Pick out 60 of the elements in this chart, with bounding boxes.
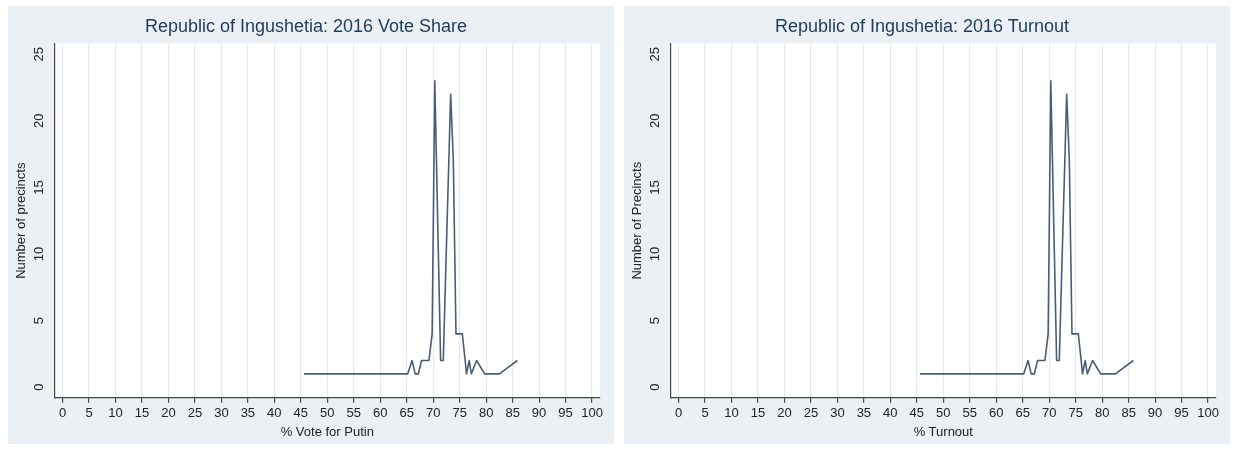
- x-tick-label: 45: [293, 405, 309, 421]
- x-tick-label: 90: [1147, 405, 1163, 421]
- x-tick-label: 50: [320, 405, 335, 421]
- x-tick-label: 10: [724, 405, 739, 421]
- x-tick-label: 20: [777, 405, 792, 421]
- chart-title: Republic of Ingushetia: 2016 Vote Share: [144, 15, 468, 36]
- x-tick-label: 95: [558, 405, 573, 421]
- y-axis-title: Number of Precincts: [629, 161, 645, 280]
- x-tick-label: 40: [883, 405, 898, 421]
- x-tick-label: 35: [240, 405, 256, 421]
- y-tick-label: 25: [647, 47, 663, 62]
- x-axis-title: % Vote for Putin: [280, 423, 374, 439]
- y-tick-label: 0: [647, 383, 663, 391]
- x-tick-label: 80: [478, 405, 494, 421]
- y-tick-label: 20: [647, 113, 663, 129]
- x-tick-label: 100: [581, 405, 603, 421]
- x-tick-label: 90: [531, 405, 547, 421]
- x-tick-label: 65: [1015, 405, 1030, 421]
- x-tick-label: 30: [830, 405, 845, 421]
- x-tick-label: 75: [452, 405, 467, 421]
- y-tick-label: 25: [31, 47, 47, 62]
- y-tick-label: 10: [647, 246, 663, 262]
- x-tick-label: 95: [1174, 405, 1189, 421]
- x-tick-label: 65: [399, 405, 414, 421]
- y-tick-label: 5: [647, 316, 663, 325]
- x-tick-label: 55: [962, 405, 978, 421]
- x-tick-label: 30: [214, 405, 229, 421]
- x-tick-label: 0: [674, 405, 683, 421]
- y-tick-label: 0: [31, 383, 47, 391]
- x-tick-label: 20: [161, 405, 176, 421]
- x-tick-label: 35: [856, 405, 872, 421]
- x-tick-label: 5: [701, 405, 709, 421]
- x-tick-label: 40: [267, 405, 282, 421]
- x-tick-label: 85: [1121, 405, 1136, 421]
- x-tick-label: 10: [108, 405, 123, 421]
- x-tick-label: 50: [936, 405, 951, 421]
- x-tick-label: 25: [187, 405, 203, 421]
- x-tick-label: 25: [803, 405, 819, 421]
- x-axis-title: % Turnout: [913, 423, 974, 439]
- y-tick-label: 10: [31, 246, 47, 262]
- y-tick-label: 5: [31, 316, 47, 325]
- x-tick-label: 100: [1197, 405, 1219, 421]
- x-tick-label: 85: [505, 405, 520, 421]
- x-tick-label: 15: [750, 405, 766, 421]
- y-tick-label: 20: [31, 113, 47, 129]
- x-tick-label: 45: [909, 405, 925, 421]
- x-tick-label: 60: [989, 405, 1004, 421]
- x-tick-label: 5: [85, 405, 93, 421]
- x-tick-label: 60: [373, 405, 388, 421]
- y-axis-title: Number of precincts: [13, 162, 29, 279]
- x-tick-label: 80: [1094, 405, 1110, 421]
- x-tick-label: 75: [1068, 405, 1083, 421]
- x-tick-label: 0: [58, 405, 67, 421]
- chart-title: Republic of Ingushetia: 2016 Turnout: [774, 15, 1070, 36]
- y-tick-label: 15: [647, 180, 663, 195]
- x-tick-label: 55: [346, 405, 362, 421]
- x-tick-label: 70: [425, 405, 441, 421]
- y-tick-label: 15: [31, 180, 47, 195]
- x-tick-label: 70: [1041, 405, 1057, 421]
- x-tick-label: 15: [134, 405, 150, 421]
